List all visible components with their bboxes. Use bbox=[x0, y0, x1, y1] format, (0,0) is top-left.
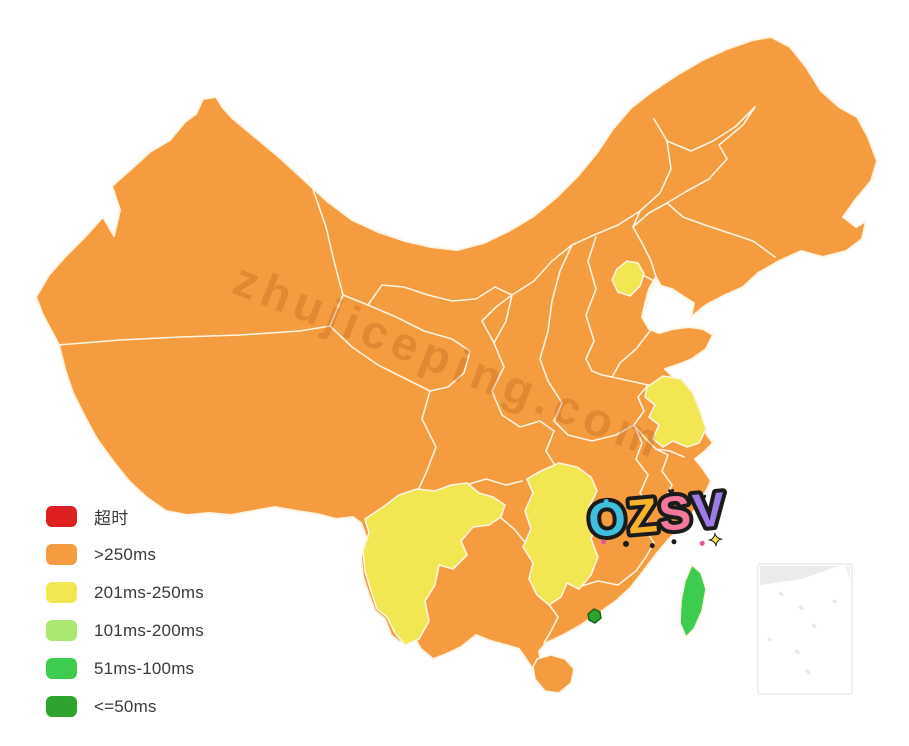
legend-label: 超时 bbox=[94, 509, 129, 528]
legend-swatch-gt250 bbox=[46, 544, 77, 565]
ozsv-logo: OZSV ♥ ♥ ✦ bbox=[582, 479, 733, 552]
legend-item-gt250[interactable]: >250ms bbox=[46, 544, 204, 565]
legend-item-timeout[interactable]: 超时 bbox=[46, 506, 204, 528]
ozsv-logo-decor: ♥ ♥ ✦ bbox=[601, 485, 724, 551]
legend-swatch-101-200 bbox=[46, 620, 77, 641]
legend-swatch-201-250 bbox=[46, 582, 77, 603]
svg-text:✦: ✦ bbox=[707, 529, 724, 550]
legend-label: <=50ms bbox=[94, 696, 157, 716]
region-hongkong[interactable] bbox=[587, 608, 602, 624]
legend-item-201-250[interactable]: 201ms-250ms bbox=[46, 582, 204, 603]
province-taiwan[interactable] bbox=[679, 564, 707, 638]
legend-item-101-200[interactable]: 101ms-200ms bbox=[46, 620, 204, 641]
province-hainan[interactable] bbox=[532, 654, 575, 694]
legend-swatch-le50 bbox=[46, 696, 77, 717]
province-jiangsu[interactable] bbox=[644, 375, 707, 448]
legend-item-51-100[interactable]: 51ms-100ms bbox=[46, 658, 204, 679]
legend-swatch-timeout bbox=[46, 506, 77, 527]
legend-item-le50[interactable]: <=50ms bbox=[46, 696, 204, 717]
legend-swatch-51-100 bbox=[46, 658, 77, 679]
province-yunnan[interactable] bbox=[362, 482, 506, 646]
legend-label: 201ms-250ms bbox=[94, 582, 204, 602]
ozsv-logo-text: OZSV bbox=[586, 483, 729, 548]
legend-label: 51ms-100ms bbox=[94, 658, 195, 678]
legend: 超时 >250ms 201ms-250ms 101ms-200ms 51ms-1… bbox=[46, 506, 204, 734]
province-borders bbox=[57, 106, 776, 644]
legend-label: >250ms bbox=[94, 544, 157, 564]
svg-text:♥: ♥ bbox=[667, 485, 675, 500]
svg-text:♥: ♥ bbox=[700, 492, 708, 505]
province-hunan[interactable] bbox=[522, 462, 599, 606]
province-beijing[interactable] bbox=[611, 260, 645, 297]
legend-label: 101ms-200ms bbox=[94, 620, 204, 640]
south-china-sea-inset bbox=[757, 563, 853, 695]
